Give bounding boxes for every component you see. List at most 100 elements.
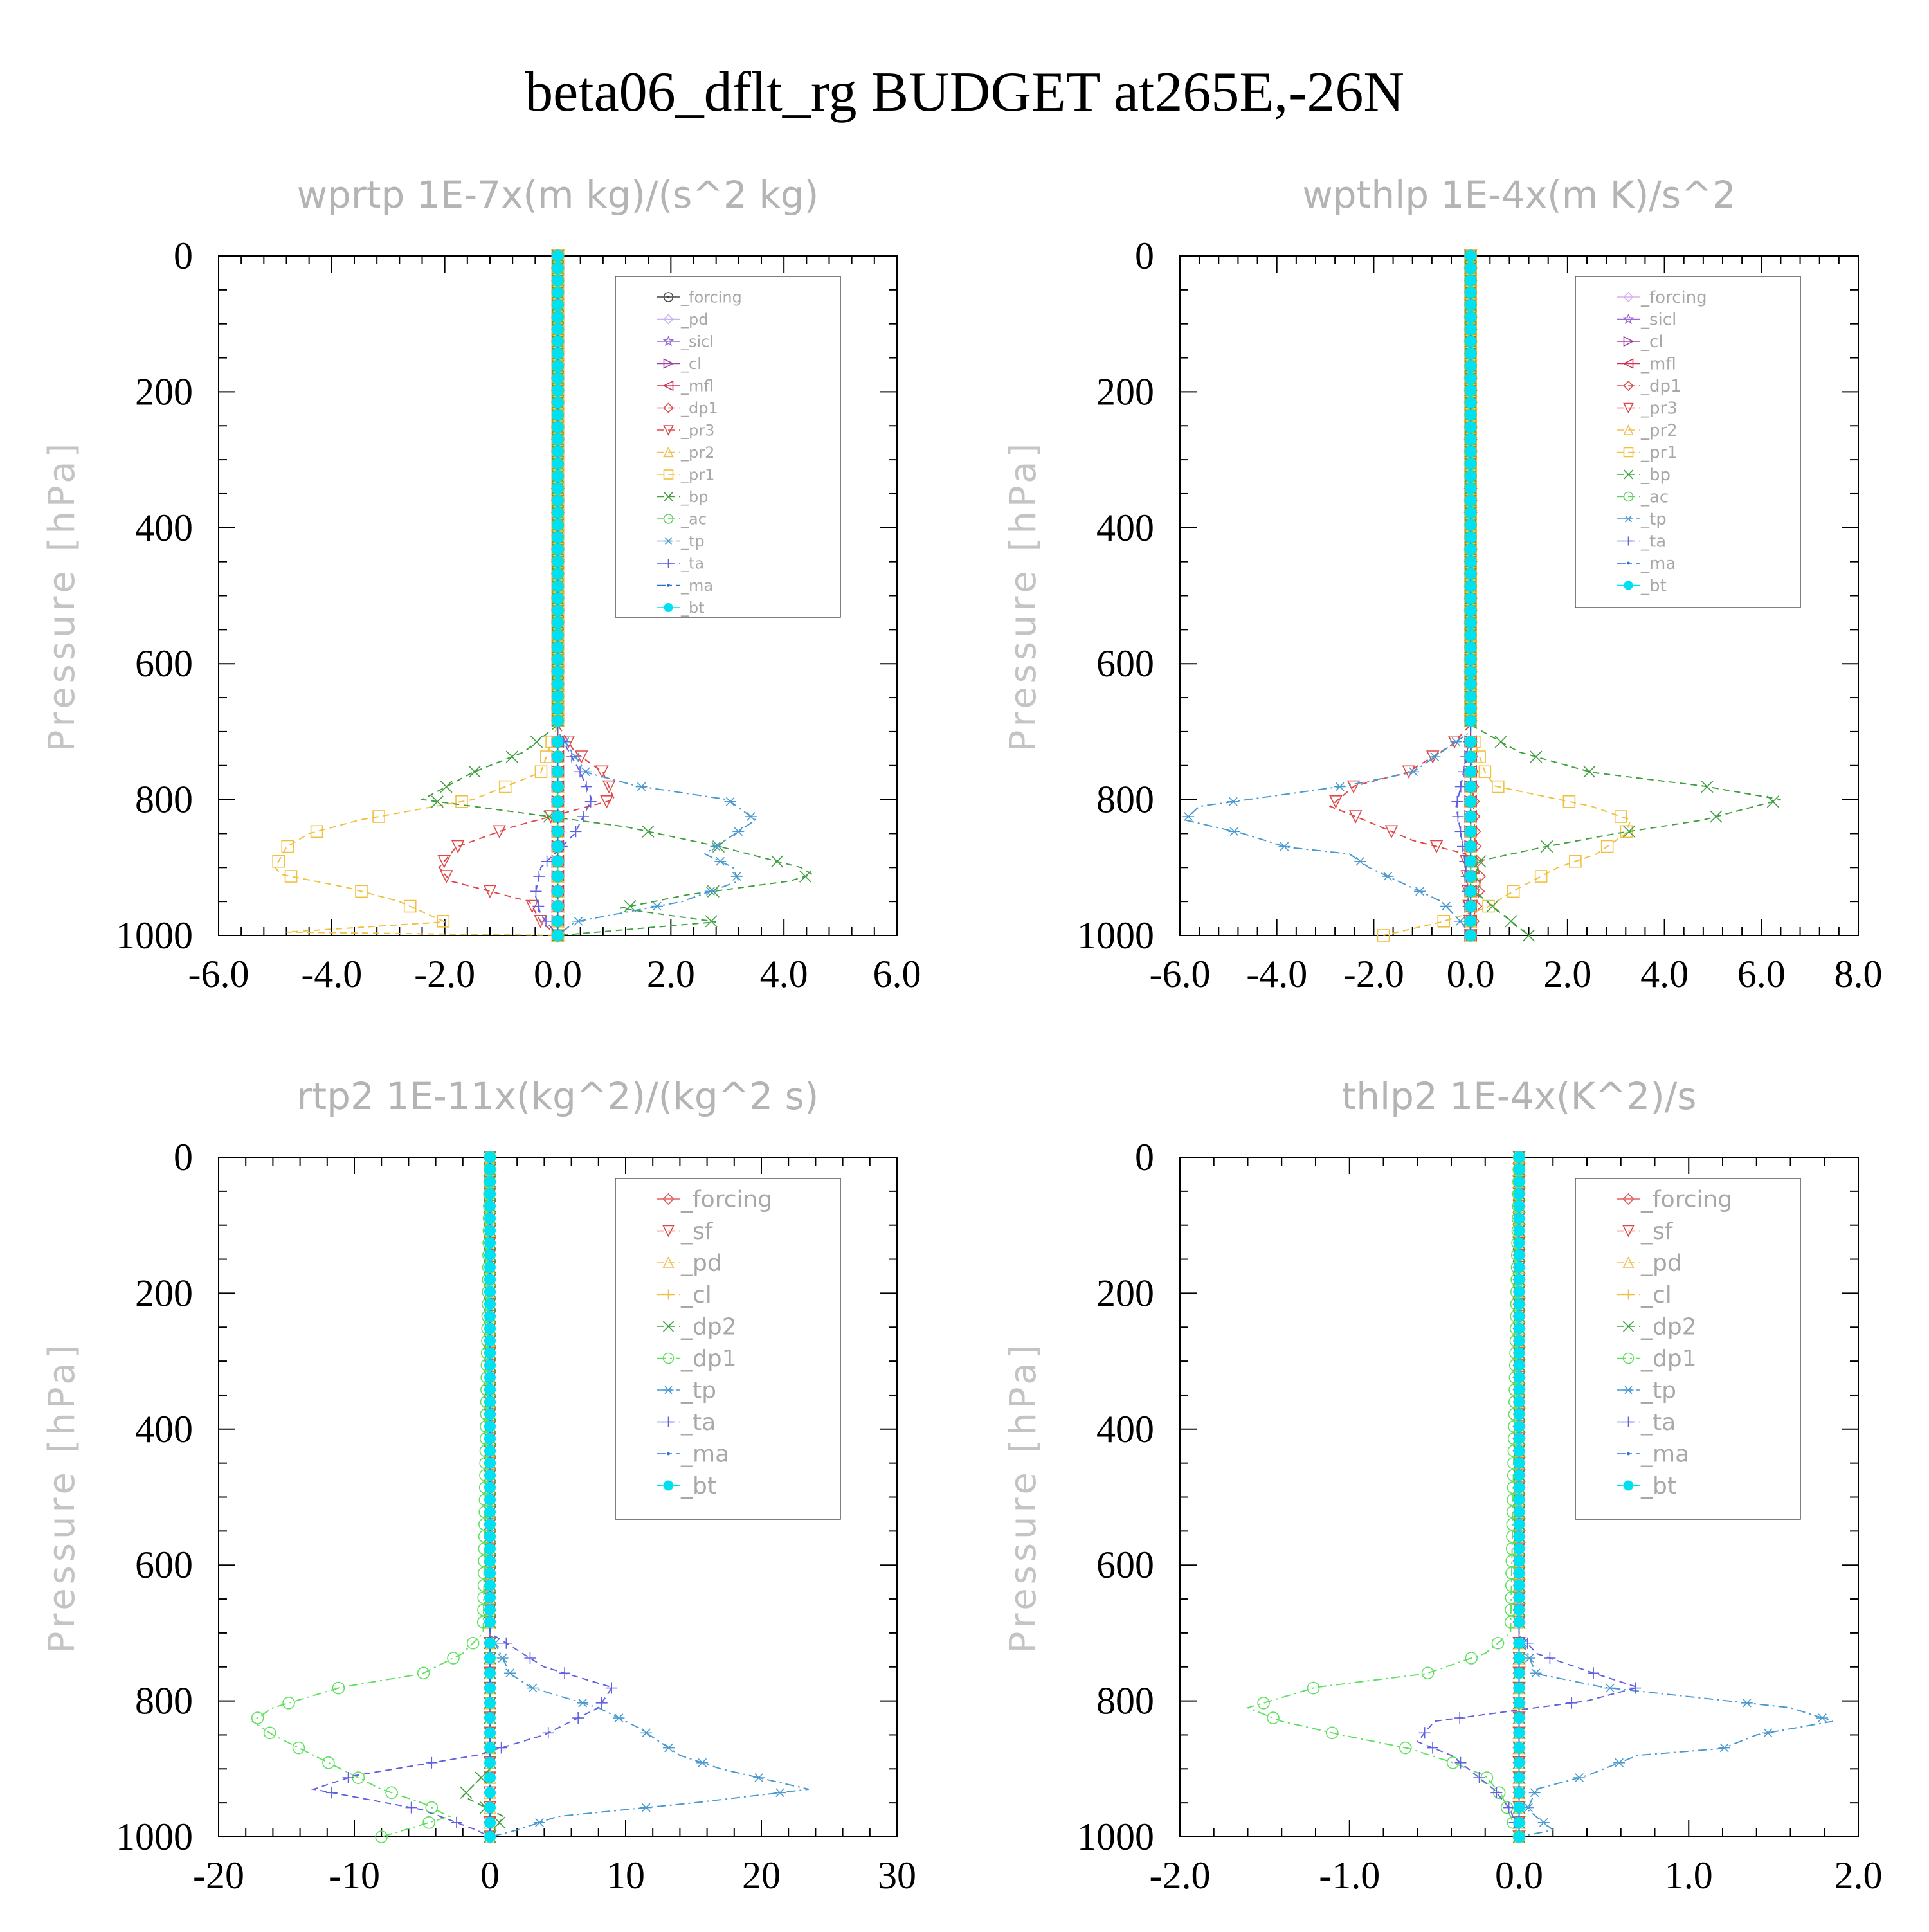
panels: wprtp 1E-7x(m kg)/(s^2 kg)Pressure [hPa]… [41,173,1883,1897]
data-point [552,372,564,384]
legend-label: _pd [1640,1250,1682,1277]
data-point [714,857,726,865]
data-point [500,1638,512,1649]
data-point [484,1831,496,1843]
series-ta [1417,1151,1641,1843]
data-point [1514,1697,1525,1709]
series-group [1182,250,1780,941]
legend-label: _tp [1640,510,1667,529]
data-point [1514,1213,1525,1224]
series-line [422,256,813,935]
data-point [651,902,663,910]
data-point [552,666,564,678]
x-tick-label: -2.0 [1150,1854,1211,1897]
data-point [1514,1683,1525,1694]
legend: _forcing_pd_sicl_cl_mfl_dp1_pr3_pr2_pr1_… [615,276,840,617]
x-tick-label: -6.0 [188,953,249,995]
data-point [1514,1225,1525,1236]
data-point [484,1580,496,1591]
data-point [1465,796,1476,808]
data-point [1514,1249,1525,1261]
data-point [552,544,564,555]
data-point [484,1616,496,1628]
x-tick-label: 6.0 [1737,953,1786,995]
data-point [531,736,543,748]
data-point [1514,1445,1525,1457]
data-point [326,1787,338,1798]
data-point [543,1727,554,1738]
data-point [484,1371,496,1383]
legend-label: _tp [1640,1378,1676,1404]
data-point [1573,1774,1585,1782]
data-point [1544,1652,1555,1664]
data-point [1541,841,1553,853]
data-point [484,1567,496,1579]
data-point [497,1654,509,1663]
data-point [283,1697,294,1709]
data-point [484,1396,496,1408]
data-point [1514,1470,1525,1481]
data-point [552,841,564,853]
data-point [1465,287,1476,298]
legend-label: _bt [680,599,705,617]
data-point [406,1802,417,1814]
x-tick-label: -20 [193,1854,244,1897]
series-tp [1182,252,1476,940]
legend-label: _bt [680,1473,716,1499]
data-point [423,1817,435,1828]
y-tick-label: 600 [135,1544,193,1586]
data-point [572,917,584,926]
legend-label: _ta [1640,532,1666,552]
data-point [1615,811,1627,822]
data-point [1465,916,1476,927]
data-point [1514,1188,1525,1200]
legend-label: _ta [680,554,704,572]
x-tick-label: 2.0 [1834,1854,1883,1897]
legend-label: _sicl [680,332,714,350]
series-line [490,1157,809,1837]
series-line [253,1157,490,1837]
data-point [1514,1787,1525,1798]
data-point [552,751,564,763]
data-point [282,841,293,853]
data-point [552,495,564,507]
data-point [552,901,564,912]
data-point [552,507,564,519]
series-line [314,1157,612,1837]
data-point [552,568,564,580]
y-axis-label: Pressure [hPa] [41,440,83,752]
data-point [552,691,564,702]
data-point [1465,678,1476,690]
data-point [552,642,564,653]
series-tp [552,252,757,940]
data-point [1465,930,1476,941]
data-point [552,930,564,941]
legend-label: _bt [1640,1473,1676,1499]
data-point [772,856,783,867]
series-line [1384,256,1631,935]
y-tick-label: 1000 [116,1816,193,1858]
data-point [1465,360,1476,372]
data-point [484,1519,496,1530]
series-line [275,256,558,935]
data-point [552,311,564,323]
data-point [1465,605,1476,617]
data-point [1334,782,1346,791]
data-point [1514,1286,1525,1297]
data-point [552,605,564,617]
data-point [1465,901,1476,912]
data-point [1508,885,1519,897]
data-point [552,736,564,748]
data-point [484,1335,496,1346]
legend-label: _cl [680,355,702,373]
x-tick-label: 0.0 [534,953,582,995]
data-point [1278,842,1290,851]
data-point [1465,433,1476,445]
data-point [1465,323,1476,335]
legend-marker [667,584,670,587]
data-point [484,1531,496,1542]
data-point [1465,642,1476,653]
legend-marker [664,603,673,612]
legend-label: _bp [1640,465,1671,485]
